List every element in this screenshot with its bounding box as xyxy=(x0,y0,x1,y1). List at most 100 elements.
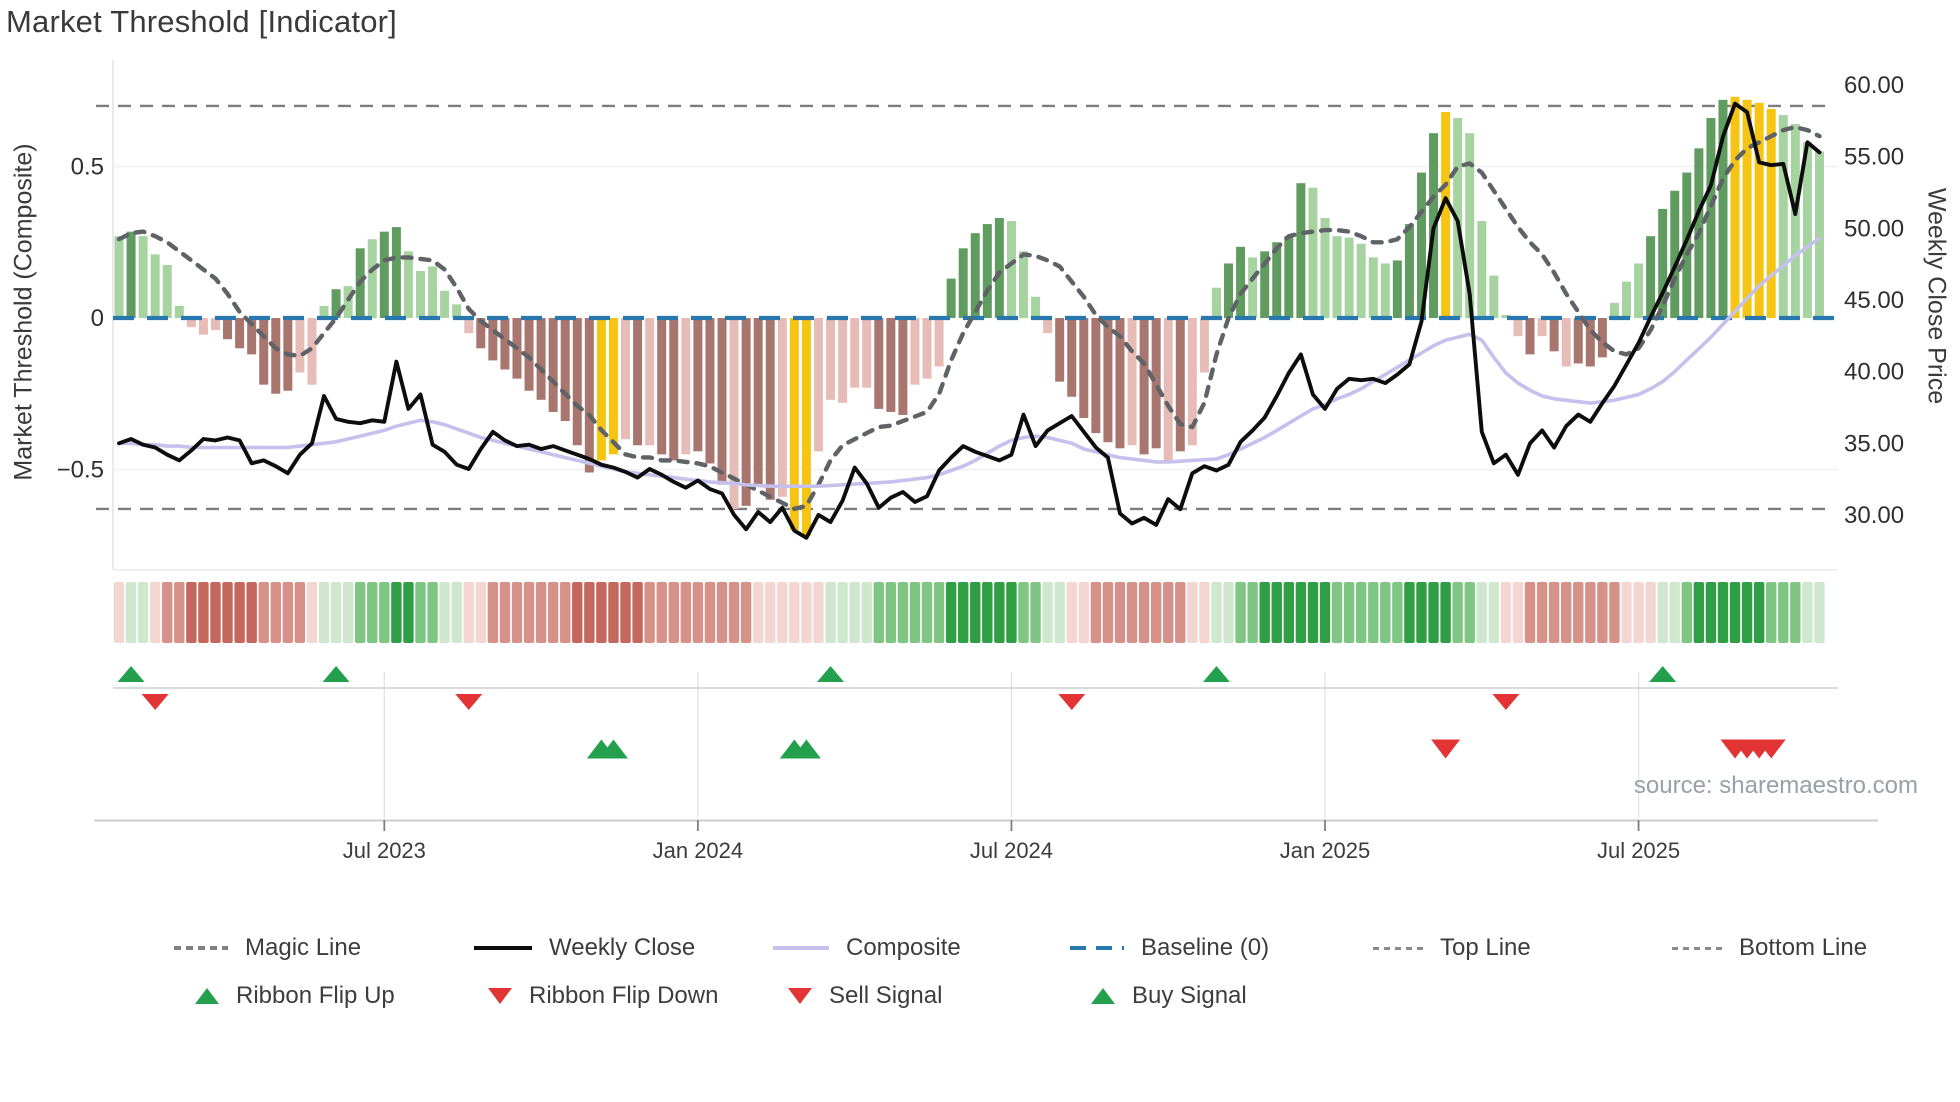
ribbon-stripe xyxy=(547,582,559,643)
ribbon-stripe xyxy=(1404,582,1415,643)
ribbon-stripe xyxy=(403,582,414,643)
ribbon-stripe xyxy=(487,582,499,643)
bar xyxy=(958,248,968,318)
bar xyxy=(1609,302,1619,318)
ribbon-stripe xyxy=(258,582,269,643)
bar xyxy=(608,318,618,455)
legend-item-magic-line: Magic Line xyxy=(174,934,361,962)
bar xyxy=(440,290,450,318)
bar xyxy=(1730,96,1740,318)
line-swatch-icon xyxy=(474,946,532,950)
ribbon-stripe xyxy=(680,582,692,643)
buy-signal-icon xyxy=(791,739,821,759)
bar xyxy=(476,318,486,349)
bar xyxy=(789,318,799,531)
bar xyxy=(922,318,932,379)
bar xyxy=(126,231,136,318)
ribbon-stripe xyxy=(1476,582,1487,643)
ribbon-stripe xyxy=(367,582,378,643)
triangle-up-icon xyxy=(1091,988,1115,1004)
ribbon-stripe xyxy=(1778,582,1789,643)
bar xyxy=(1139,318,1149,455)
bar xyxy=(741,318,751,506)
bar xyxy=(259,318,269,385)
legend-label: Ribbon Flip Down xyxy=(529,982,719,1009)
bar xyxy=(1175,318,1185,452)
y-axis-left: 0.5 0 −0.5 xyxy=(57,154,104,484)
line-swatch-icon xyxy=(1672,946,1722,950)
ribbon-stripe xyxy=(1331,582,1343,643)
bar xyxy=(1718,99,1728,318)
ribbon-stripe xyxy=(789,582,800,643)
ribbon-stripe xyxy=(1355,582,1367,643)
bar xyxy=(1224,263,1234,318)
ribbon-stripe xyxy=(849,582,860,643)
ribbon-flip-up-icon xyxy=(117,666,145,682)
ribbon-stripe xyxy=(909,582,921,643)
bar xyxy=(934,318,944,367)
ribbon-flip-down-icon xyxy=(1492,694,1520,710)
ribbon-stripe xyxy=(1633,582,1644,643)
ribbon-stripe xyxy=(692,582,704,643)
x-tick-label: Jan 2024 xyxy=(653,838,744,863)
bar xyxy=(1646,236,1656,318)
ribbon-stripe xyxy=(740,582,752,643)
left-axis-label: Market Threshold (Composite) xyxy=(9,143,38,481)
ribbon-stripe xyxy=(1283,582,1295,643)
ribbon-stripe xyxy=(560,582,571,643)
bar xyxy=(1211,287,1221,318)
ribbon-stripe xyxy=(1524,582,1536,643)
legend-label: Weekly Close xyxy=(549,934,696,961)
bar xyxy=(1006,221,1016,318)
ribbon-stripe xyxy=(523,582,535,643)
ribbon-stripe xyxy=(270,582,281,643)
ribbon-stripe xyxy=(1343,582,1355,643)
bar xyxy=(1585,318,1595,367)
legend-item-sell-signal: Sell Signal xyxy=(788,982,942,1010)
ribbon-stripe xyxy=(1693,582,1705,643)
ribbon-stripe xyxy=(728,582,740,643)
buy-signals xyxy=(586,739,821,759)
x-tick-label: Jul 2023 xyxy=(343,838,426,863)
weekly-close-line xyxy=(117,101,1822,540)
ribbon-strip xyxy=(113,582,1825,643)
bar xyxy=(403,251,413,318)
ribbon-stripe xyxy=(752,582,764,643)
ribbon-stripe xyxy=(1307,582,1319,643)
ribbon-flip-up-icon xyxy=(1202,666,1230,682)
ribbon-flip-down-icon xyxy=(455,694,483,710)
ribbon-stripe xyxy=(1488,582,1500,643)
bar xyxy=(1344,237,1354,318)
buy-signal-icon xyxy=(598,739,628,759)
bar xyxy=(367,239,377,318)
ribbon-stripe xyxy=(1138,582,1150,643)
bar xyxy=(1561,318,1571,367)
bar xyxy=(705,318,715,464)
bar xyxy=(946,278,956,318)
ribbon-stripe xyxy=(1319,582,1331,643)
right-tick-label: 35.00 xyxy=(1844,430,1904,457)
bar xyxy=(331,289,341,318)
bar xyxy=(633,318,643,446)
ribbon-stripe xyxy=(1428,582,1439,643)
bar xyxy=(307,318,317,385)
line-swatch-icon xyxy=(1373,946,1423,950)
ribbon-stripe xyxy=(813,582,824,643)
bar xyxy=(500,318,510,370)
bar xyxy=(801,318,811,537)
bar xyxy=(1308,187,1318,318)
bar xyxy=(850,318,860,388)
bar xyxy=(898,318,908,415)
ribbon-stripe xyxy=(1235,582,1246,643)
ribbon-stripe xyxy=(994,582,1005,643)
bar xyxy=(560,318,570,422)
legend-label: Magic Line xyxy=(245,934,362,961)
ribbon-stripe xyxy=(873,582,884,643)
ribbon-stripe xyxy=(1802,582,1813,643)
ribbon-stripe xyxy=(1259,582,1270,643)
ribbon-stripe xyxy=(1512,582,1524,643)
bar xyxy=(1272,242,1282,318)
ribbon-stripe xyxy=(451,582,462,643)
bar xyxy=(1706,118,1716,319)
